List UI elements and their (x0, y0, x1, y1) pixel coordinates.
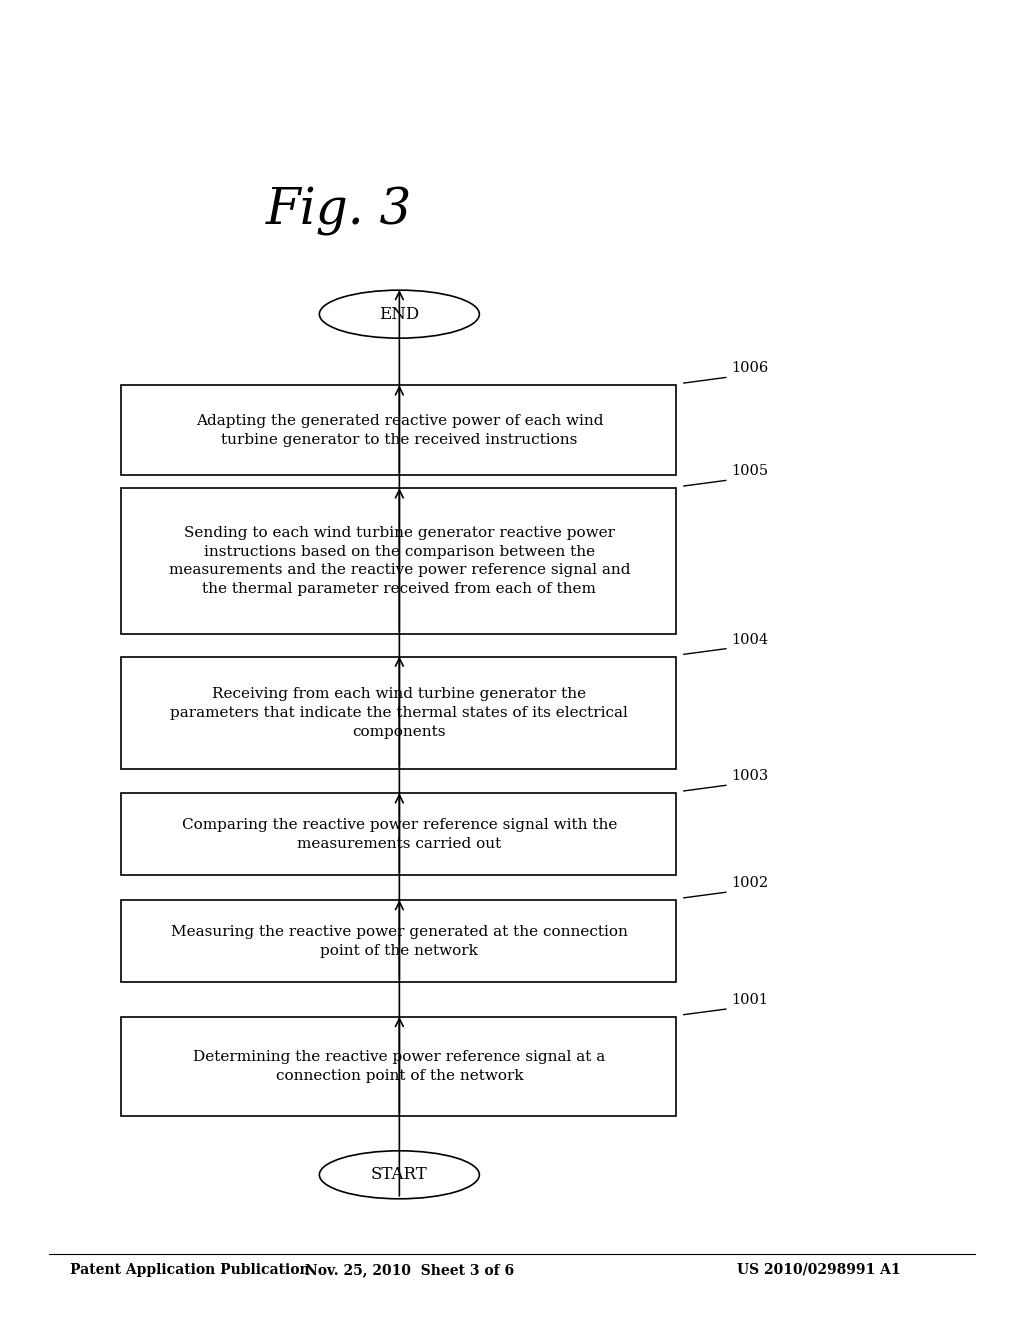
Bar (121, 793, 676, 875)
Text: Adapting the generated reactive power of each wind
turbine generator to the rece: Adapting the generated reactive power of… (196, 414, 603, 446)
Text: Comparing the reactive power reference signal with the
measurements carried out: Comparing the reactive power reference s… (181, 818, 617, 850)
Text: START: START (371, 1167, 428, 1183)
Bar (121, 488, 676, 634)
Text: END: END (379, 306, 420, 322)
Text: Fig. 3: Fig. 3 (266, 186, 413, 236)
Bar (121, 385, 676, 475)
Text: 1004: 1004 (731, 632, 768, 647)
Bar (121, 657, 676, 768)
Bar (121, 1018, 676, 1117)
Text: 1001: 1001 (731, 993, 768, 1007)
Text: 1006: 1006 (731, 362, 768, 375)
Text: 1002: 1002 (731, 876, 768, 890)
Text: Receiving from each wind turbine generator the
parameters that indicate the ther: Receiving from each wind turbine generat… (170, 686, 629, 739)
Text: Sending to each wind turbine generator reactive power
instructions based on the : Sending to each wind turbine generator r… (169, 525, 630, 597)
Text: US 2010/0298991 A1: US 2010/0298991 A1 (737, 1263, 901, 1276)
Text: Determining the reactive power reference signal at a
connection point of the net: Determining the reactive power reference… (194, 1051, 605, 1082)
Text: Nov. 25, 2010  Sheet 3 of 6: Nov. 25, 2010 Sheet 3 of 6 (305, 1263, 514, 1276)
Text: 1005: 1005 (731, 465, 768, 478)
Text: Measuring the reactive power generated at the connection
point of the network: Measuring the reactive power generated a… (171, 925, 628, 957)
Text: Patent Application Publication: Patent Application Publication (70, 1263, 309, 1276)
Bar (121, 900, 676, 982)
Text: 1003: 1003 (731, 770, 768, 783)
